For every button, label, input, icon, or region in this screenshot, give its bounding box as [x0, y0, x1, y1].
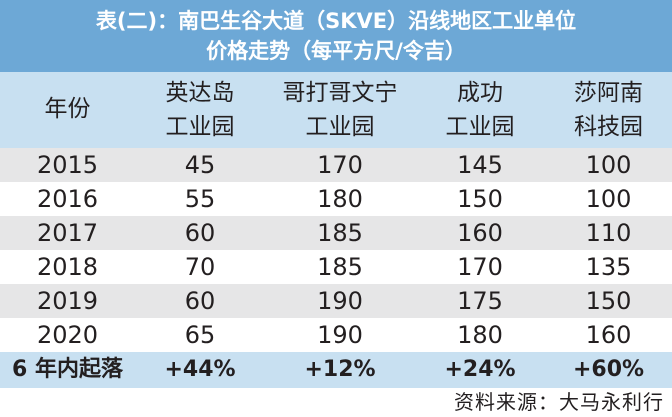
table-header: 年份 英达岛 工业园 哥打哥文宁 工业园 成功 工业园 莎阿南 科技园: [0, 72, 672, 148]
header-year: 年份: [0, 92, 135, 126]
table-row: 2020 65 190 180 160: [0, 318, 672, 352]
value-cell: 190: [317, 321, 363, 349]
header-col-kemuning-line2: 工业园: [305, 114, 375, 140]
value-cell: 70: [184, 253, 216, 281]
header-col-kemuning: 哥打哥文宁 工业园: [265, 76, 415, 144]
value-cell: 180: [317, 185, 363, 213]
header-col-jaya-line1: 成功: [457, 80, 503, 106]
table-row: 2018 70 185 170 135: [0, 250, 672, 284]
value-cell: 65: [184, 321, 216, 349]
value-cell: 185: [317, 253, 363, 281]
value-cell: 185: [317, 219, 363, 247]
change-value: +60%: [572, 357, 645, 382]
year-cell: 2017: [36, 219, 99, 247]
header-col-jaya: 成功 工业园: [415, 76, 545, 144]
value-cell: 55: [184, 185, 216, 213]
value-cell: 100: [585, 151, 632, 179]
year-cell: 2020: [36, 321, 99, 349]
table-row: 2017 60 185 160 110: [0, 216, 672, 250]
value-cell: 60: [184, 287, 216, 315]
value-cell: 150: [585, 287, 632, 315]
value-cell: 45: [184, 151, 216, 179]
header-col-shahalam-line2: 科技园: [574, 114, 643, 140]
change-value: +24%: [444, 357, 516, 382]
value-cell: 170: [457, 253, 503, 281]
value-cell: 145: [457, 151, 503, 179]
year-cell: 2018: [36, 253, 99, 281]
year-cell: 2015: [36, 151, 99, 179]
table-row: 2016 55 180 150 100: [0, 182, 672, 216]
header-col-kemuning-line1: 哥打哥文宁: [282, 80, 398, 106]
value-cell: 160: [585, 321, 632, 349]
table-body: 2015 45 170 145 100 2016 55 180 150 100 …: [0, 148, 672, 352]
value-cell: 110: [585, 219, 632, 247]
value-cell: 135: [585, 253, 632, 281]
change-value: +44%: [164, 357, 236, 382]
source-note: 资料来源：大马永利行: [454, 390, 664, 414]
table-row: 2015 45 170 145 100: [0, 148, 672, 182]
value-cell: 170: [317, 151, 363, 179]
change-label: 6 年内起落: [12, 357, 123, 382]
year-cell: 2019: [36, 287, 99, 315]
change-row: 6 年内起落 +44% +12% +24% +60%: [0, 352, 672, 388]
header-col-shahalam-line1: 莎阿南: [574, 80, 643, 106]
table-title: 表(二)：南巴生谷大道（SKVE）沿线地区工业单位 价格走势（每平方尺/令吉）: [0, 0, 672, 72]
header-col-jaya-line2: 工业园: [445, 114, 515, 140]
title-line-2: 价格走势（每平方尺/令吉）: [206, 39, 466, 63]
value-cell: 175: [457, 287, 503, 315]
value-cell: 160: [457, 219, 503, 247]
value-cell: 150: [457, 185, 503, 213]
value-cell: 180: [457, 321, 503, 349]
header-col-shahalam: 莎阿南 科技园: [545, 76, 672, 144]
table-row: 2019 60 190 175 150: [0, 284, 672, 318]
value-cell: 190: [317, 287, 363, 315]
year-cell: 2016: [36, 185, 99, 213]
value-cell: 60: [184, 219, 216, 247]
header-year-label: 年份: [44, 96, 91, 122]
header-col-indah-line2: 工业园: [165, 114, 235, 140]
header-col-indah-line1: 英达岛: [165, 80, 235, 106]
header-col-indah: 英达岛 工业园: [135, 76, 265, 144]
change-value: +12%: [304, 357, 376, 382]
value-cell: 100: [585, 185, 632, 213]
title-line-1: 表(二)：南巴生谷大道（SKVE）沿线地区工业单位: [95, 9, 577, 33]
